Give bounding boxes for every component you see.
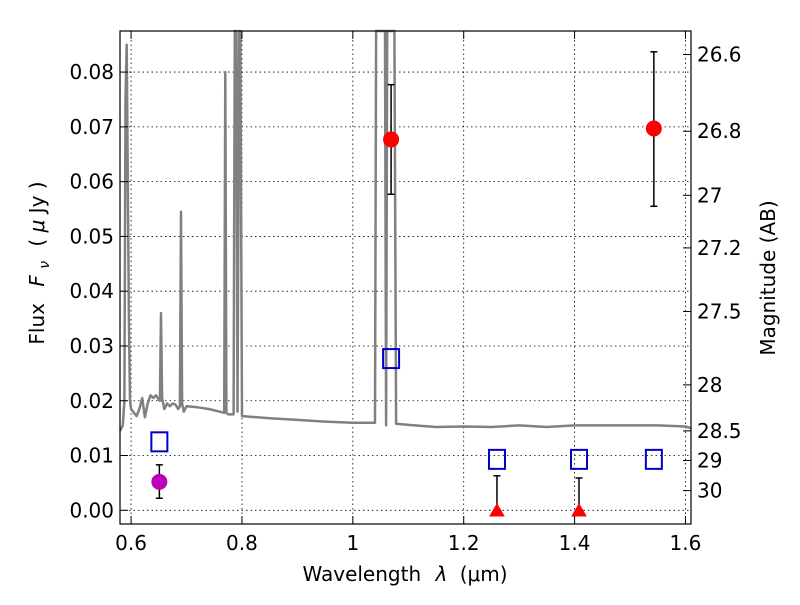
y-title-symbol: F (25, 275, 49, 287)
y-title-rest: Jy ) (25, 181, 49, 215)
right-tick-label: 28.5 (697, 419, 742, 443)
y-tick-label: 0.05 (69, 224, 114, 248)
y-title-word: Flux (25, 303, 49, 345)
x-tick-label: 1.6 (670, 531, 702, 555)
y-title-mu: μ (25, 220, 49, 234)
y-tick-label: 0.02 (69, 389, 114, 413)
x-title-unit: (μm) (460, 562, 508, 586)
detection-point (383, 131, 400, 148)
x-tick-label: 1.2 (448, 531, 480, 555)
x-tick-label: 0.6 (115, 531, 147, 555)
model-spectrum-line (118, 29, 692, 432)
right-tick-label: 27.2 (697, 236, 742, 260)
right-tick-label: 29 (697, 448, 722, 472)
tick-layer: 0.6 0.8 1 1.2 1.4 1.6 0.00 0.01 0.02 0.03 0.04 0.05… (69, 31, 742, 555)
x-title-lambda: λ (435, 562, 448, 586)
y-tick-label: 0.06 (69, 170, 114, 194)
model-photometry-square (644, 448, 663, 470)
right-axis-title: Magnitude (AB) (756, 200, 780, 355)
y-tick-label: 0.03 (69, 334, 114, 358)
x-tick-label: 1 (346, 531, 359, 555)
marker-layer (150, 51, 663, 517)
right-tick-label: 26.8 (697, 119, 742, 143)
right-tick-label: 27.5 (697, 299, 742, 323)
x-tick-label: 1.4 (559, 531, 591, 555)
model-photometry-square (570, 448, 589, 470)
grid-layer (120, 31, 691, 524)
y-tick-label: 0.08 (69, 60, 114, 84)
right-tick-label: 27 (697, 183, 722, 207)
y-axis-title: Flux F ν ( μ Jy ) (25, 181, 54, 344)
y-title-open: ( (25, 232, 49, 246)
upper-limit-triangle (571, 502, 587, 517)
y-tick-label: 0.04 (69, 279, 114, 303)
y-tick-label: 0.00 (69, 498, 114, 522)
model-photometry-square (150, 431, 169, 453)
model-photometry-square (487, 448, 506, 470)
plot-frame (119, 30, 692, 525)
curve-layer (118, 29, 692, 432)
right-tick-label: 28 (697, 373, 722, 397)
right-tick-label: 30 (697, 479, 722, 503)
detection-point (151, 473, 168, 490)
y-tick-label: 0.01 (69, 444, 114, 468)
upper-limit-triangle (489, 502, 505, 517)
detection-point (645, 120, 662, 137)
x-axis-title: Wavelength λ (μm) (302, 562, 507, 586)
x-tick-label: 0.8 (226, 531, 258, 555)
right-tick-label: 26.6 (697, 43, 742, 67)
y-tick-label: 0.07 (69, 115, 114, 139)
x-title-word: Wavelength (302, 562, 421, 586)
y-title-subscript: ν (37, 261, 53, 269)
model-photometry-square (382, 348, 401, 370)
